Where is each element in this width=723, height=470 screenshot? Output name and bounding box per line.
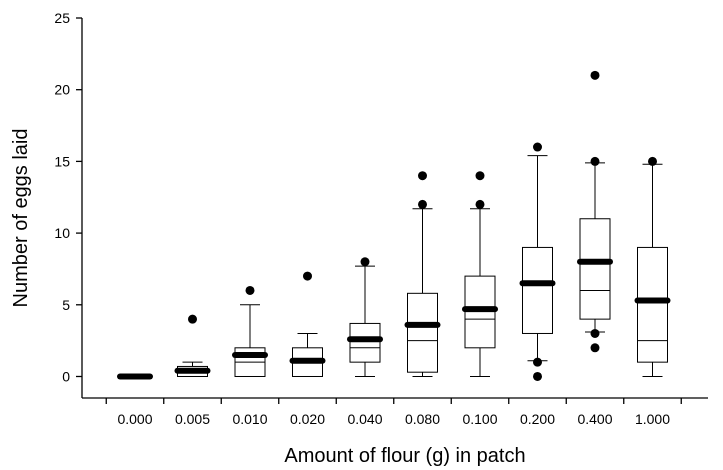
y-axis: 0 5 10 15 20 25 [54,10,83,398]
box-0.020 [289,271,326,377]
x-tick-label: 1.000 [635,411,670,427]
y-tick-label: 15 [54,153,70,169]
outlier-point [188,314,197,324]
x-tick-label: 0.000 [117,411,152,427]
x-ticks: 0.000 0.005 0.010 0.020 0.040 0.080 0.100 0.200… [105,398,682,427]
iqr-box [579,218,611,320]
y-tick-label: 5 [62,297,70,313]
x-axis-title: Amount of flour (g) in patch [284,445,525,467]
outlier-point [418,199,427,209]
box-0.400 [577,70,613,353]
outlier-point [475,199,485,209]
outlier-point [418,171,427,181]
outlier-point [533,142,542,152]
box-1.000 [634,156,671,377]
outlier-point [360,257,370,267]
x-tick-label: 0.400 [577,411,612,427]
box-0.010 [232,285,268,377]
box-0.005 [174,314,211,377]
box-series [117,70,671,381]
x-tick-label: 0.200 [520,411,555,427]
box-0.080 [404,171,441,377]
iqr-box [637,246,668,363]
y-tick-label: 0 [62,368,70,384]
x-tick-label: 0.100 [462,411,497,427]
outlier-point [475,171,485,181]
outlier-point [533,357,542,367]
y-axis-title: Number of eggs laid [10,129,32,308]
outlier-point [590,328,600,338]
y-tick-label: 25 [54,10,70,26]
box-0.100 [462,171,498,377]
outlier-point [648,156,657,166]
box-0.040 [347,257,383,377]
x-axis: 0.000 0.005 0.010 0.020 0.040 0.080 0.100 0.200… [82,397,708,427]
iqr-box [407,292,438,373]
x-tick-label: 0.005 [175,411,210,427]
outlier-point [590,156,600,166]
outlier-point [590,343,600,353]
y-tick-label: 10 [54,225,70,241]
x-tick-label: 0.040 [347,411,382,427]
outlier-point [303,271,312,281]
y-ticks: 0 5 10 15 20 25 [54,10,82,384]
outlier-point [533,371,542,381]
iqr-box [349,322,381,363]
iqr-box [522,246,553,334]
y-tick-label: 20 [54,82,70,98]
x-tick-label: 0.020 [290,411,325,427]
box-0.200 [519,142,556,381]
x-tick-label: 0.010 [232,411,267,427]
outlier-point [245,285,255,295]
outlier-point [590,70,600,80]
x-tick-label: 0.080 [405,411,440,427]
